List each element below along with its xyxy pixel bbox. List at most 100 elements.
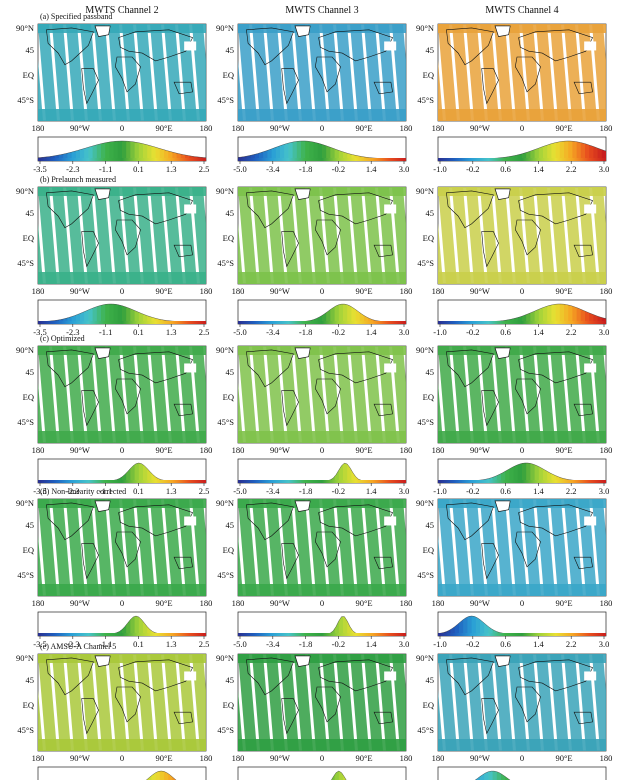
histogram-bin bbox=[334, 616, 340, 634]
satellite-swath bbox=[164, 187, 183, 284]
satellite-swath bbox=[280, 24, 299, 121]
satellite-swath bbox=[66, 499, 85, 596]
satellite-swath bbox=[480, 499, 499, 596]
colorbar-tick-label: -2.3 bbox=[66, 639, 79, 649]
satellite-swath bbox=[266, 499, 285, 596]
continent-outline bbox=[81, 698, 99, 735]
lat-tick: 45°S bbox=[217, 570, 234, 580]
colorbar-tick-label: 1.4 bbox=[366, 486, 377, 496]
satellite-swath bbox=[336, 24, 355, 121]
colorbar-tick-label: -1.1 bbox=[99, 486, 112, 496]
greenland-outline bbox=[494, 655, 511, 667]
polar-band-south bbox=[38, 272, 206, 284]
satellite-swath bbox=[494, 654, 513, 751]
lon-tick: 0 bbox=[320, 598, 324, 608]
colorbar-tick-label: -0.2 bbox=[332, 486, 345, 496]
colorbar-tick-label: 3.0 bbox=[599, 327, 610, 337]
satellite-swath bbox=[108, 654, 127, 751]
satellite-swath bbox=[294, 346, 313, 443]
histogram-bin bbox=[134, 304, 140, 322]
continent-outline bbox=[446, 190, 494, 229]
satellite-swath bbox=[438, 382, 443, 443]
histogram-bin bbox=[296, 141, 302, 159]
lon-tick: 180 bbox=[32, 753, 45, 763]
colorbar-tick-label: -1.1 bbox=[99, 639, 112, 649]
satellite-swath bbox=[336, 346, 355, 443]
lat-tick: 45 bbox=[26, 675, 35, 685]
colorbar-tick-label: 2.2 bbox=[566, 639, 577, 649]
satellite-swath bbox=[294, 187, 313, 284]
histogram-bin bbox=[543, 141, 548, 159]
continent-outline bbox=[246, 502, 294, 541]
histogram-bin bbox=[517, 463, 523, 481]
colorbar-tick-label: -1.8 bbox=[299, 164, 312, 174]
lon-tick: 90°W bbox=[70, 598, 90, 608]
satellite-swath bbox=[438, 654, 457, 751]
histogram-bin bbox=[151, 141, 157, 159]
histogram-frame bbox=[437, 766, 607, 780]
satellite-swath bbox=[108, 346, 127, 443]
polar-band-north bbox=[238, 24, 406, 33]
satellite-swath bbox=[438, 187, 457, 284]
satellite-swath bbox=[52, 654, 71, 751]
satellite-swath bbox=[252, 187, 271, 284]
satellite-swath bbox=[238, 346, 257, 443]
satellite-swath bbox=[80, 654, 99, 751]
colorbar-tick-label: -1.8 bbox=[299, 327, 312, 337]
panel-2-3: 90°N 45 EQ 45°S 180 90°W 0 90°E 180 -1.0 -0.2 0.6 1.… bbox=[416, 186, 626, 337]
panel-1-3: 90°N 45 EQ 45°S 180 90°W 0 90°E 180 -1.0 -0.2 0.6 1.… bbox=[416, 23, 613, 174]
satellite-swath bbox=[522, 187, 541, 284]
satellite-swath bbox=[536, 346, 555, 443]
colorbar-tick-label: -1.0 bbox=[433, 486, 446, 496]
colorbar-tick-label: -3.5 bbox=[33, 327, 46, 337]
satellite-swath bbox=[122, 346, 141, 443]
lat-tick: 45 bbox=[226, 520, 235, 530]
swath-group bbox=[238, 187, 406, 284]
colorbar bbox=[38, 158, 206, 161]
polar-band-south bbox=[238, 584, 406, 596]
satellite-swath bbox=[252, 346, 271, 443]
colorbar-tick-label: 0.1 bbox=[133, 639, 144, 649]
colorbar-tick-label: 1.4 bbox=[533, 639, 544, 649]
histogram-bin bbox=[534, 463, 540, 481]
polar-band-south bbox=[238, 109, 406, 121]
lon-tick: 180 bbox=[600, 123, 613, 133]
colorbar-tick-label: -1.8 bbox=[299, 639, 312, 649]
satellite-swath bbox=[494, 346, 513, 443]
colorbar-tick-label: 2.5 bbox=[199, 639, 210, 649]
histogram-bin bbox=[301, 141, 306, 159]
satellite-swath bbox=[38, 690, 43, 751]
satellite-swath bbox=[252, 24, 271, 121]
lat-tick: 90°N bbox=[216, 345, 234, 355]
lon-tick: 90°W bbox=[270, 123, 290, 133]
greenland-outline bbox=[94, 500, 111, 512]
satellite-swath bbox=[606, 346, 625, 443]
histogram-bin bbox=[322, 141, 327, 159]
histogram-bin bbox=[338, 304, 344, 322]
lat-tick: 45°S bbox=[17, 95, 34, 105]
histogram-bin bbox=[313, 141, 319, 159]
lon-tick: 180 bbox=[32, 445, 45, 455]
polar-band-north bbox=[38, 187, 206, 196]
lon-tick: 0 bbox=[120, 286, 124, 296]
satellite-swath bbox=[238, 187, 257, 284]
lat-tick: 45 bbox=[426, 367, 435, 377]
lat-tick: 90°N bbox=[16, 23, 34, 33]
histogram-bin bbox=[280, 141, 285, 159]
histogram-bin bbox=[143, 616, 148, 634]
satellite-swath bbox=[620, 187, 626, 284]
continent-outline bbox=[573, 556, 593, 570]
histogram-bin bbox=[496, 771, 502, 780]
satellite-swath bbox=[494, 24, 513, 121]
polar-band-north bbox=[238, 187, 406, 196]
lon-tick: 0 bbox=[320, 286, 324, 296]
lat-tick: 45 bbox=[26, 208, 35, 218]
satellite-swath bbox=[536, 187, 555, 284]
panel-1-2: 90°N 45 EQ 45°S 180 90°W 0 90°E 180 -5.0 -3.4 -1.8 -… bbox=[216, 23, 412, 174]
polar-band-north bbox=[238, 654, 406, 663]
continent-outline bbox=[46, 190, 94, 229]
continent-outline bbox=[373, 81, 393, 95]
lat-tick: EQ bbox=[23, 392, 34, 402]
lon-tick: 90°W bbox=[70, 445, 90, 455]
histogram-bin bbox=[143, 141, 148, 159]
